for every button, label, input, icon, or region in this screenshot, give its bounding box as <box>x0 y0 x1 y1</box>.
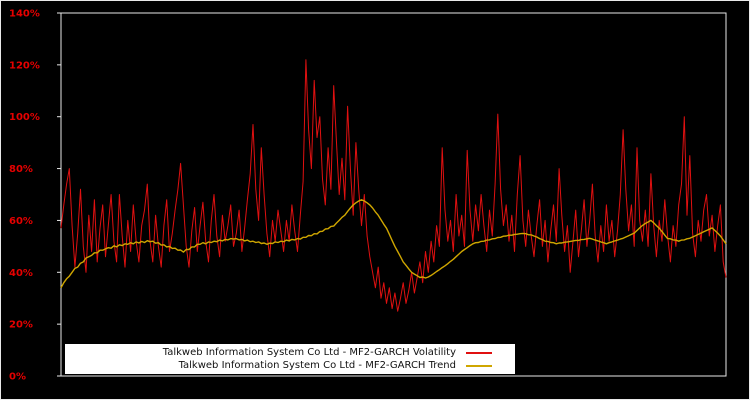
y-tick-label: 140% <box>9 9 40 20</box>
legend-item-trend: Talkweb Information System Co Ltd - MF2-… <box>70 359 510 372</box>
legend-label-trend: Talkweb Information System Co Ltd - MF2-… <box>178 360 456 371</box>
legend-line-sample-trend <box>466 364 492 367</box>
legend-item-volatility: Talkweb Information System Co Ltd - MF2-… <box>70 346 510 359</box>
y-tick-label: 80% <box>9 164 33 175</box>
volatility-series-line <box>60 59 727 312</box>
y-tick-label: 0% <box>9 372 26 383</box>
y-tick-label: 120% <box>9 60 40 71</box>
legend: Talkweb Information System Co Ltd - MF2-… <box>65 344 515 374</box>
legend-label-volatility: Talkweb Information System Co Ltd - MF2-… <box>162 347 456 358</box>
y-tick-label: 40% <box>9 268 33 279</box>
y-tick-label: 60% <box>9 216 33 227</box>
y-tick-label: 20% <box>9 320 33 331</box>
legend-line-sample-volatility <box>466 351 492 354</box>
trend-series-line <box>60 198 727 289</box>
plot-frame <box>60 12 727 377</box>
y-tick-label: 100% <box>9 112 40 123</box>
